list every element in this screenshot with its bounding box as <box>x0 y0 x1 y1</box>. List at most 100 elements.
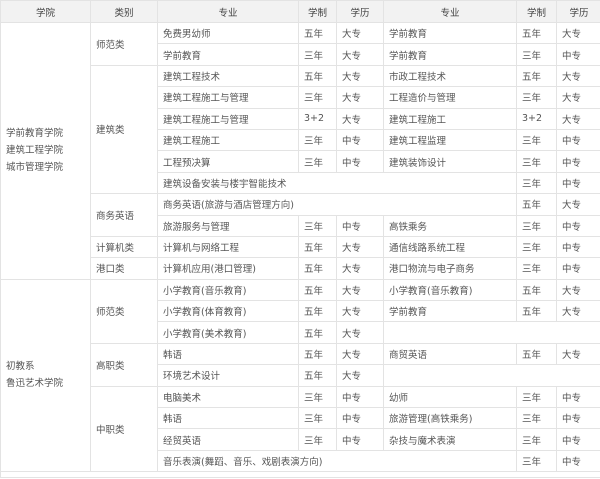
major-2: 旅游管理(高铁乘务) <box>383 407 517 430</box>
degree: 大专 <box>336 86 384 109</box>
duration: 三年 <box>298 407 337 430</box>
degree: 中专 <box>336 407 384 430</box>
duration-2: 三年 <box>516 150 557 173</box>
degree-2: 大专 <box>556 193 600 216</box>
degree: 中专 <box>336 150 384 173</box>
degree-2: 中专 <box>556 385 600 409</box>
table-body: 学前教育学院 建筑工程学院 城市管理学院 师范类 免费男幼师 五年 大专 学前教育 五年 大专 学前… <box>0 21 600 479</box>
degree: 大专 <box>336 300 384 323</box>
degree: 中专 <box>336 428 384 451</box>
table-row: 商务英语 商务英语(旅游与酒店管理方向) 五年 大专 <box>1 193 600 237</box>
table-row: 小学教育(美术教育) 五年 大专 <box>1 321 600 344</box>
category-cell: 中职类 <box>90 385 158 473</box>
empty-cell <box>383 364 600 387</box>
table-row: 初教系 鲁迅艺术学院 师范类 小学教育(音乐教育) 五年 大专 小学教育(音乐教育) 五年 大专 <box>0 278 600 473</box>
header-degree: 学历 <box>336 0 384 23</box>
duration-2: 三年 <box>516 171 557 195</box>
degree: 大专 <box>336 21 384 45</box>
header-row: 学院 类别 专业 学制 学历 专业 学制 学历 <box>0 0 600 23</box>
major-2: 通信线路系统工程 <box>383 235 517 259</box>
duration: 五年 <box>298 257 337 280</box>
degree: 大专 <box>336 64 384 88</box>
table-row: 高职类 韩语 五年 大专 商贸英语 五年 大专 <box>1 342 600 387</box>
major-2: 市政工程技术 <box>383 64 517 88</box>
category-cell: 高职类 <box>90 342 158 387</box>
duration-2: 五年 <box>516 300 557 323</box>
college-name: 鲁迅艺术学院 <box>6 378 64 390</box>
duration: 五年 <box>298 321 337 344</box>
major: 建筑工程技术 <box>157 64 299 88</box>
degree: 中专 <box>336 214 384 237</box>
table-row: 韩语 三年 中专 旅游管理(高铁乘务) 三年 中专 <box>1 407 600 430</box>
table-row-partial <box>0 471 600 479</box>
duration: 五年 <box>298 300 337 323</box>
duration-2: 三年 <box>516 257 557 280</box>
table-row: 学前教育学院 建筑工程学院 城市管理学院 师范类 免费男幼师 五年 大专 学前教育 五年 大专 <box>0 21 600 280</box>
degree-2: 大专 <box>556 21 600 45</box>
college-name: 建筑工程学院 <box>6 145 64 157</box>
major: 工程预决算 <box>157 150 299 173</box>
duration: 五年 <box>298 278 337 302</box>
degree-2: 中专 <box>556 257 600 280</box>
degree: 大专 <box>336 364 384 387</box>
degree: 大专 <box>336 43 384 66</box>
table-row: 中职类 电脑美术 三年 中专 幼师 三年 中专 <box>1 385 600 473</box>
table-row: 旅游服务与管理 三年 中专 高铁乘务 三年 中专 <box>1 214 600 237</box>
major: 小学教育(体育教育) <box>157 300 299 323</box>
category-cell: 师范类 <box>90 278 158 344</box>
degree-2: 中专 <box>556 214 600 237</box>
major: 旅游服务与管理 <box>157 214 299 237</box>
major-2: 幼师 <box>383 385 517 409</box>
table-row: 港口类 计算机应用(港口管理) 五年 大专 港口物流与电子商务 三年 中专 <box>1 257 600 280</box>
table-row: 环境艺术设计 五年 大专 <box>1 364 600 387</box>
degree: 大专 <box>336 107 384 130</box>
major: 建筑工程施工 <box>157 128 299 152</box>
degree: 中专 <box>336 385 384 409</box>
major-2: 工程造价与管理 <box>383 86 517 109</box>
duration-2: 三年 <box>516 407 557 430</box>
duration-2: 五年 <box>516 278 557 302</box>
degree: 大专 <box>336 257 384 280</box>
duration-2: 3+2 <box>516 107 557 130</box>
header-duration-2: 学制 <box>516 0 557 23</box>
degree-2: 大专 <box>556 64 600 88</box>
major: 学前教育 <box>157 43 299 66</box>
duration-2: 三年 <box>516 86 557 109</box>
duration-2: 五年 <box>516 193 557 216</box>
degree: 中专 <box>336 128 384 152</box>
degree-2: 中专 <box>556 171 600 195</box>
major: 韩语 <box>157 407 299 430</box>
duration: 五年 <box>298 64 337 88</box>
degree-2: 中专 <box>556 449 600 473</box>
major-2: 建筑装饰设计 <box>383 150 517 173</box>
table-row: 音乐表演(舞蹈、音乐、戏剧表演方向) 三年 中专 <box>1 449 600 473</box>
major: 计算机应用(港口管理) <box>157 257 299 280</box>
major: 商务英语(旅游与酒店管理方向) <box>157 193 517 216</box>
duration-2: 三年 <box>516 235 557 259</box>
major: 音乐表演(舞蹈、音乐、戏剧表演方向) <box>157 449 517 473</box>
duration-2: 三年 <box>516 43 557 66</box>
major-2: 建筑工程施工 <box>383 107 517 130</box>
degree-2: 大专 <box>556 342 600 366</box>
category-cell: 港口类 <box>90 257 158 280</box>
degree: 大专 <box>336 342 384 366</box>
header-college: 学院 <box>0 0 91 23</box>
duration: 三年 <box>298 150 337 173</box>
degree-2: 大专 <box>556 86 600 109</box>
duration-2: 五年 <box>516 64 557 88</box>
major-2: 小学教育(音乐教育) <box>383 278 517 302</box>
degree-2: 中专 <box>556 43 600 66</box>
major-2: 商贸英语 <box>383 342 517 366</box>
major-2: 学前教育 <box>383 21 517 45</box>
category-cell: 商务英语 <box>90 193 158 237</box>
major: 建筑工程施工与管理 <box>157 107 299 130</box>
degree: 大专 <box>336 321 384 344</box>
header-degree-2: 学历 <box>556 0 600 23</box>
header-major-2: 专业 <box>383 0 517 23</box>
major: 环境艺术设计 <box>157 364 299 387</box>
duration: 三年 <box>298 214 337 237</box>
major: 建筑工程施工与管理 <box>157 86 299 109</box>
duration: 三年 <box>298 128 337 152</box>
table-row: 计算机类 计算机与网络工程 五年 大专 通信线路系统工程 三年 中专 <box>1 235 600 259</box>
degree-2: 中专 <box>556 150 600 173</box>
